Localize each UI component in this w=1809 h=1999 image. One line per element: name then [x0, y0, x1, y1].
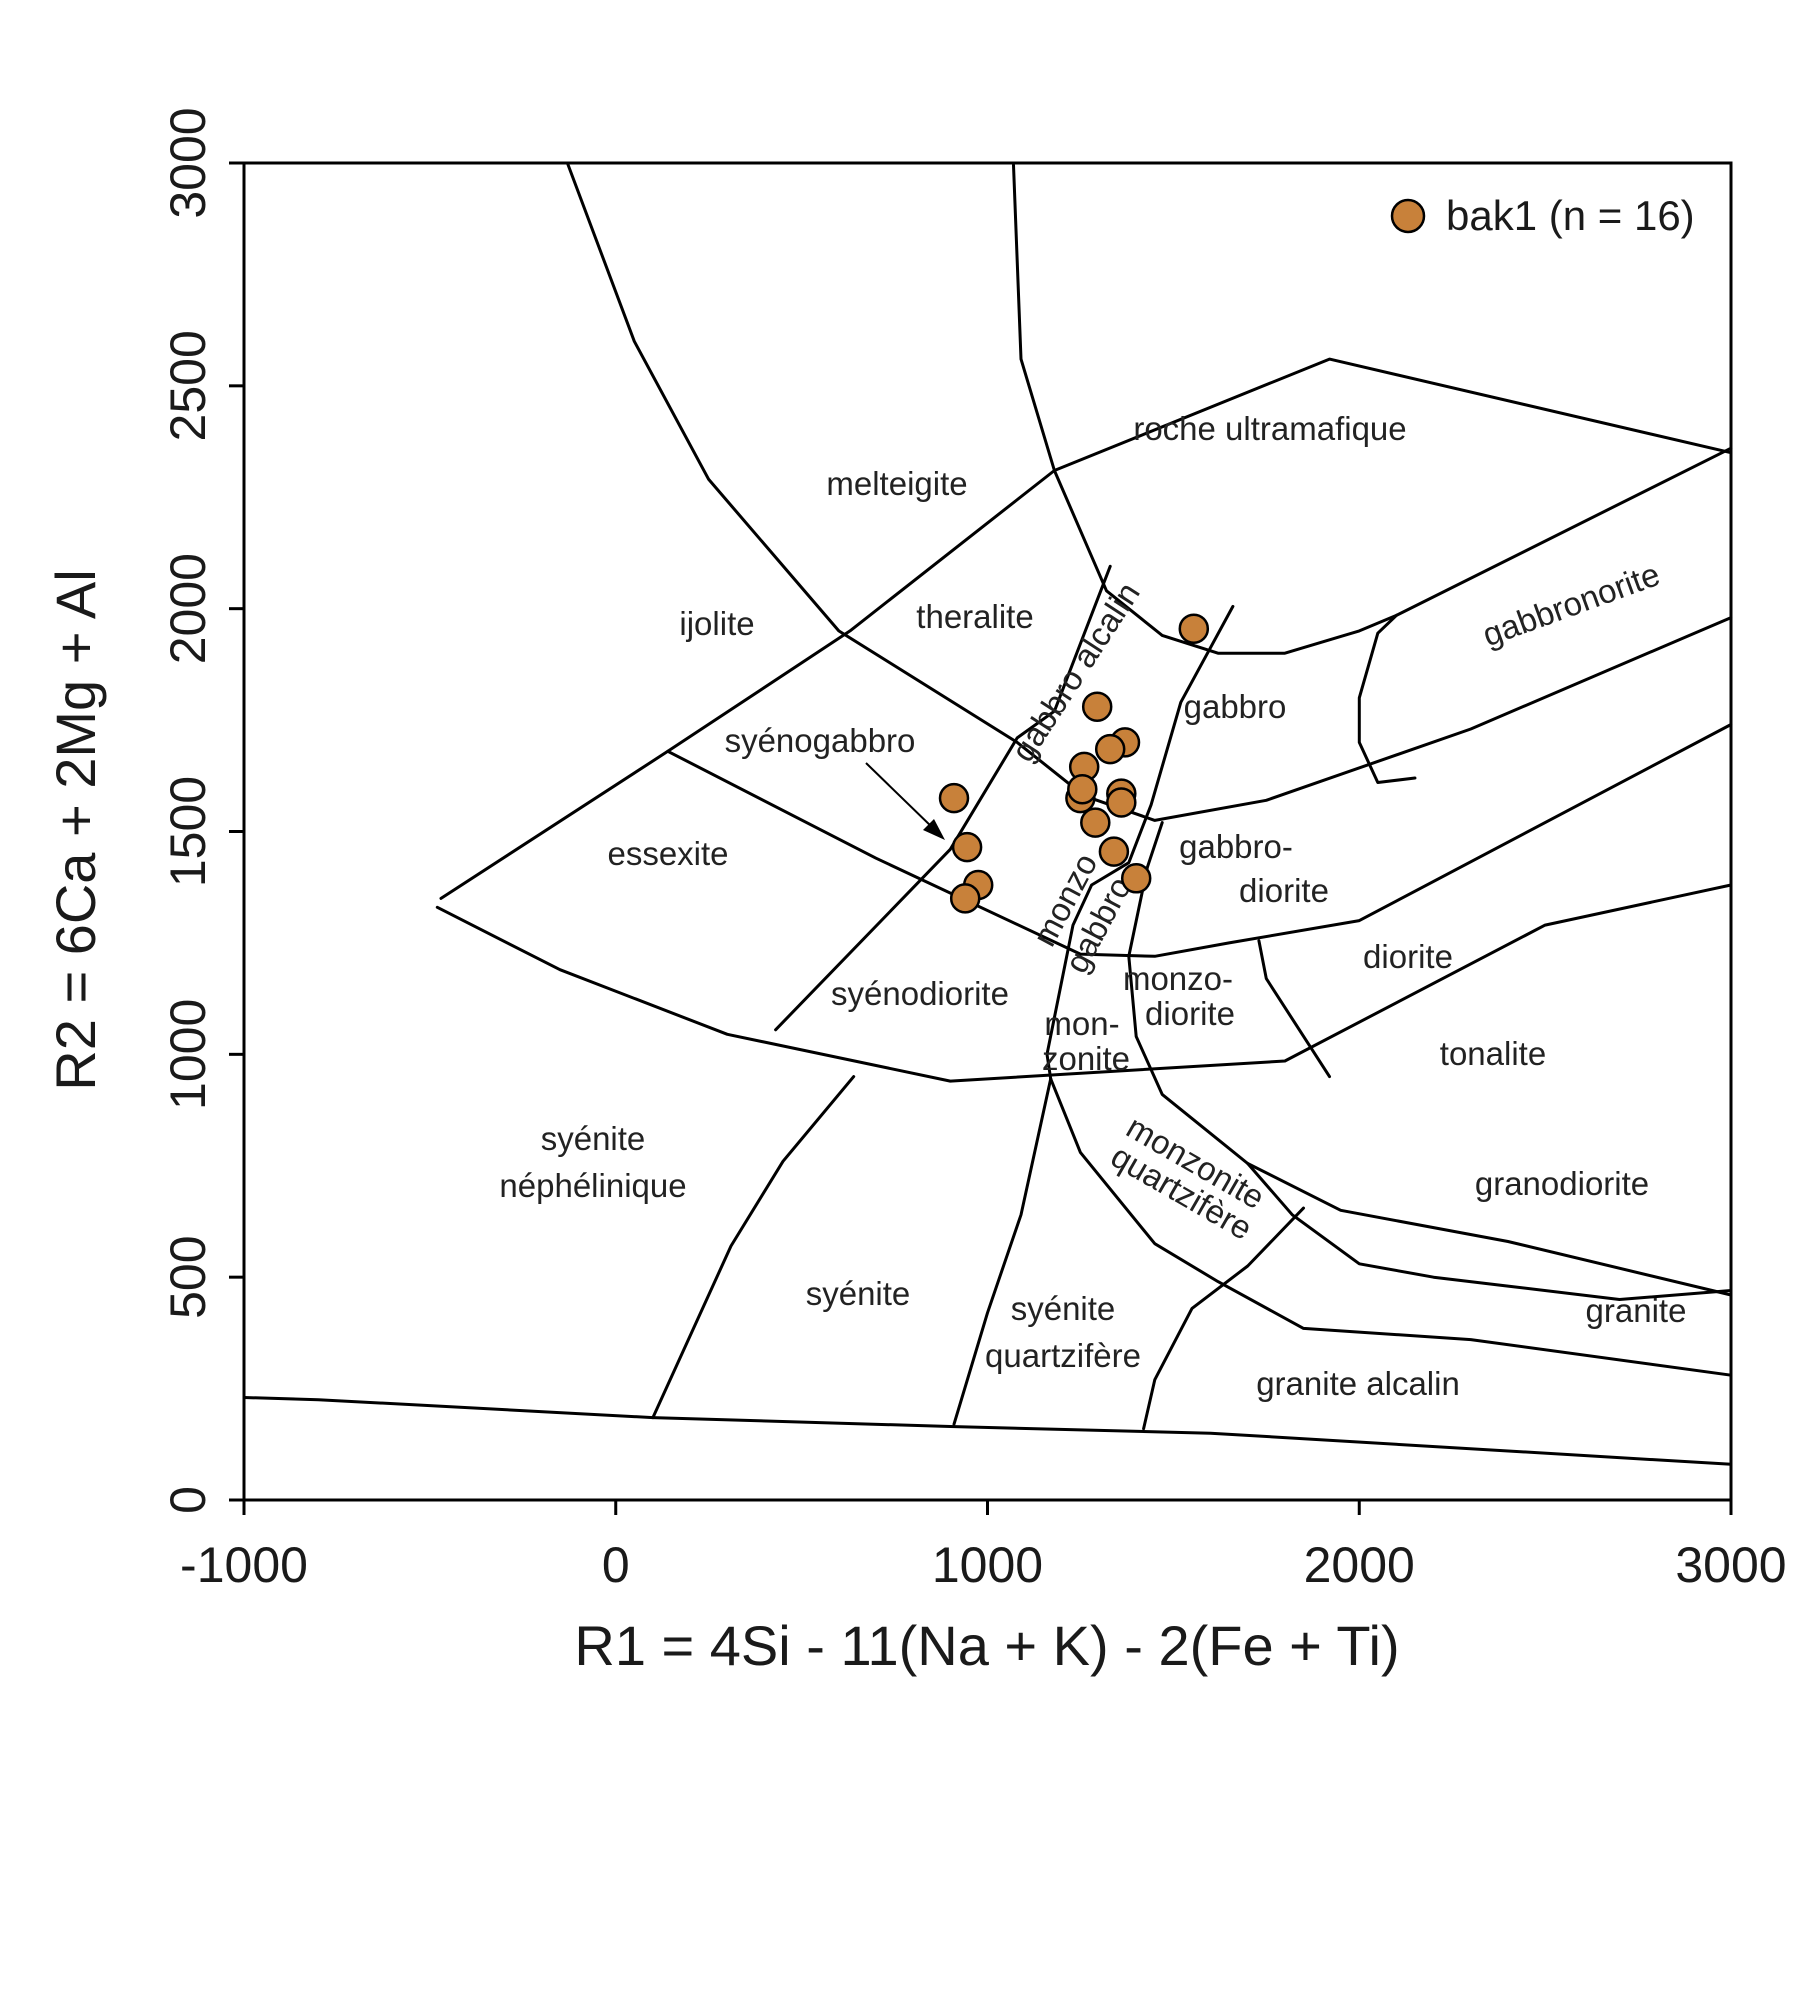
x-tick-label: 3000 — [1675, 1537, 1786, 1593]
data-points — [938, 613, 1210, 914]
label-monzodiorite-1: monzo- — [1123, 960, 1233, 997]
y-tick-label: 1000 — [160, 999, 216, 1110]
label-diorite: diorite — [1363, 938, 1453, 975]
data-point — [1098, 836, 1130, 867]
field-boundary — [952, 1077, 1053, 1426]
x-tick-label: 0 — [602, 1537, 630, 1593]
y-axis-title: R2 = 6Ca + 2Mg + Al — [44, 569, 107, 1090]
field-boundary — [1012, 163, 1733, 655]
label-roche-ultramafique: roche ultramafique — [1133, 410, 1406, 447]
field-boundary — [439, 357, 1733, 900]
data-point — [949, 883, 981, 914]
label-syenite-nephelinique-1: syénite — [541, 1120, 646, 1157]
syenogabbro-arrow — [865, 762, 945, 840]
label-monzodiorite-2: diorite — [1145, 995, 1235, 1032]
x-tick-label: -1000 — [180, 1537, 308, 1593]
label-syenite-nephelinique-2: néphélinique — [499, 1167, 686, 1204]
label-monzonite-1: mon- — [1044, 1005, 1119, 1042]
label-syenite: syénite — [806, 1275, 911, 1312]
label-syenite-quartzifere-1: syénite — [1011, 1290, 1116, 1327]
legend-marker — [1390, 198, 1426, 234]
label-melteigite: melteigite — [826, 465, 967, 502]
field-boundary — [435, 883, 1733, 1083]
y-tick-label: 2000 — [160, 553, 216, 664]
field-boundary — [1257, 939, 1331, 1079]
label-granodiorite: granodiorite — [1475, 1165, 1649, 1202]
data-point — [1094, 733, 1126, 765]
label-essexite: essexite — [607, 835, 728, 872]
field-boundary — [1127, 821, 1733, 1297]
field-boundary — [242, 1396, 655, 1420]
field-boundary — [666, 723, 1733, 958]
label-syenodiorite: syénodiorite — [831, 975, 1009, 1012]
field-boundary — [1049, 1077, 1733, 1377]
field-boundaries — [242, 161, 1733, 1466]
y-tick-label: 0 — [160, 1486, 216, 1514]
label-syenogabbro: syénogabbro — [725, 722, 916, 759]
legend-label: bak1 (n = 16) — [1446, 192, 1695, 239]
label-tonalite: tonalite — [1440, 1035, 1546, 1072]
field-boundary — [1045, 604, 1235, 1081]
data-point — [938, 782, 970, 814]
data-point — [951, 831, 983, 863]
label-monzonite-2: zonite — [1042, 1040, 1130, 1077]
data-point — [1178, 613, 1210, 644]
label-granite-alcalin: granite alcalin — [1256, 1365, 1460, 1402]
data-point — [1120, 863, 1152, 894]
label-gabbro-diorite-1: gabbro- — [1179, 828, 1293, 865]
label-syenite-quartzifere-2: quartzifère — [985, 1337, 1141, 1374]
field-boundary — [651, 1416, 1733, 1466]
data-point — [1067, 773, 1098, 805]
label-theralite: theralite — [916, 598, 1033, 635]
x-tick-label: 1000 — [932, 1537, 1043, 1593]
label-gabbronorite: gabbronorite — [1478, 555, 1665, 653]
field-boundary — [774, 564, 1112, 1032]
label-gabbro: gabbro — [1184, 688, 1287, 725]
legend: bak1 (n = 16) — [1390, 192, 1695, 239]
data-point — [1106, 787, 1137, 818]
field-boundary — [1142, 1206, 1305, 1431]
field-boundary — [651, 1075, 856, 1420]
x-axis-title: R1 = 4Si - 11(Na + K) - 2(Fe + Ti) — [574, 1614, 1399, 1677]
label-granite: granite — [1586, 1292, 1687, 1329]
field-boundary — [1246, 1162, 1733, 1301]
label-gabbro-diorite-2: diorite — [1239, 872, 1329, 909]
x-tick-label: 2000 — [1304, 1537, 1415, 1593]
y-tick-label: 500 — [160, 1235, 216, 1318]
field-boundary — [1357, 613, 1417, 784]
label-ijolite: ijolite — [679, 605, 754, 642]
data-point — [1081, 691, 1113, 722]
plot-frame — [242, 161, 1733, 1502]
x-axis-ticks: -1000 0 1000 2000 3000 — [180, 1500, 1787, 1593]
y-tick-label: 2500 — [160, 330, 216, 441]
data-point — [1080, 807, 1111, 838]
y-tick-label: 3000 — [160, 107, 216, 218]
y-tick-label: 1500 — [160, 776, 216, 887]
y-axis-ticks: 0 500 1000 1500 2000 2500 3000 — [160, 107, 244, 1514]
